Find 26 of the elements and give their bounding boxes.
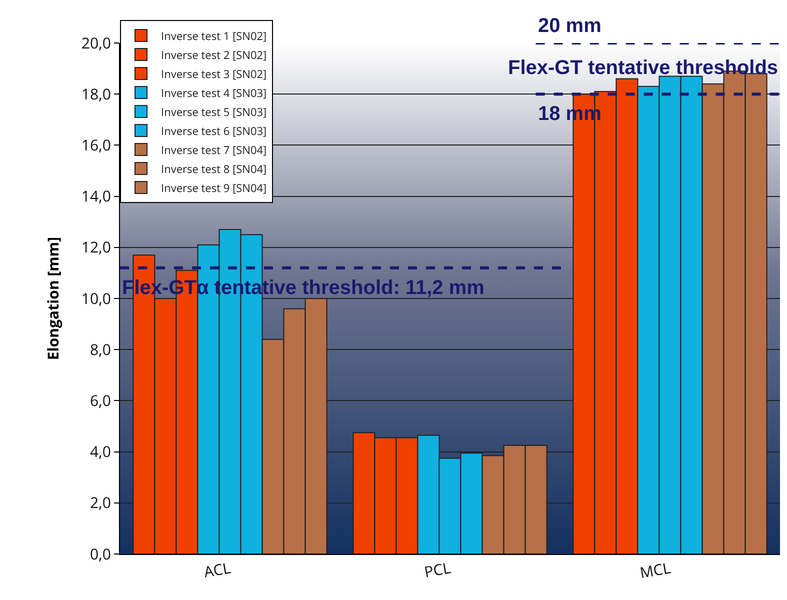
legend-label: Inverse test 9 [SN04] <box>161 180 267 196</box>
ref-line-label: 20 mm <box>538 15 602 37</box>
y-tick-label: 18,0 <box>81 84 111 104</box>
y-tick-label: 0,0 <box>90 544 111 564</box>
y-tick-label: 8,0 <box>90 340 111 360</box>
legend-label: Inverse test 1 [SN02] <box>161 28 267 44</box>
x-tick-label: MCL <box>638 558 672 584</box>
y-tick-label: 10,0 <box>81 288 111 309</box>
y-tick-label: 12,0 <box>81 238 111 258</box>
x-tick-label: ACL <box>202 558 232 582</box>
legend-label: Inverse test 7 [SN04] <box>161 142 267 158</box>
y-tick-label: 16,0 <box>81 135 111 156</box>
y-tick-label: 6,0 <box>90 390 111 411</box>
y-tick-label: 4,0 <box>90 442 111 462</box>
y-axis-title: Elongation [mm] <box>44 236 64 360</box>
legend-label: Inverse test 3 [SN02] <box>161 66 267 82</box>
legend-label: Inverse test 6 [SN03] <box>161 124 267 139</box>
annotation: Flex-GT tentative thresholds <box>508 57 778 79</box>
legend-label: Inverse test 4 [SN03] <box>161 86 267 101</box>
y-tick-label: 2,0 <box>90 493 111 514</box>
legend-label: Inverse test 2 [SN02] <box>161 48 267 63</box>
y-tick-label: 20,0 <box>81 33 111 54</box>
legend-label: Inverse test 8 [SN04] <box>161 162 267 177</box>
x-tick-label: PCL <box>422 558 452 582</box>
y-tick-label: 14,0 <box>81 186 111 207</box>
legend-label: Inverse test 5 [SN03] <box>161 104 267 120</box>
